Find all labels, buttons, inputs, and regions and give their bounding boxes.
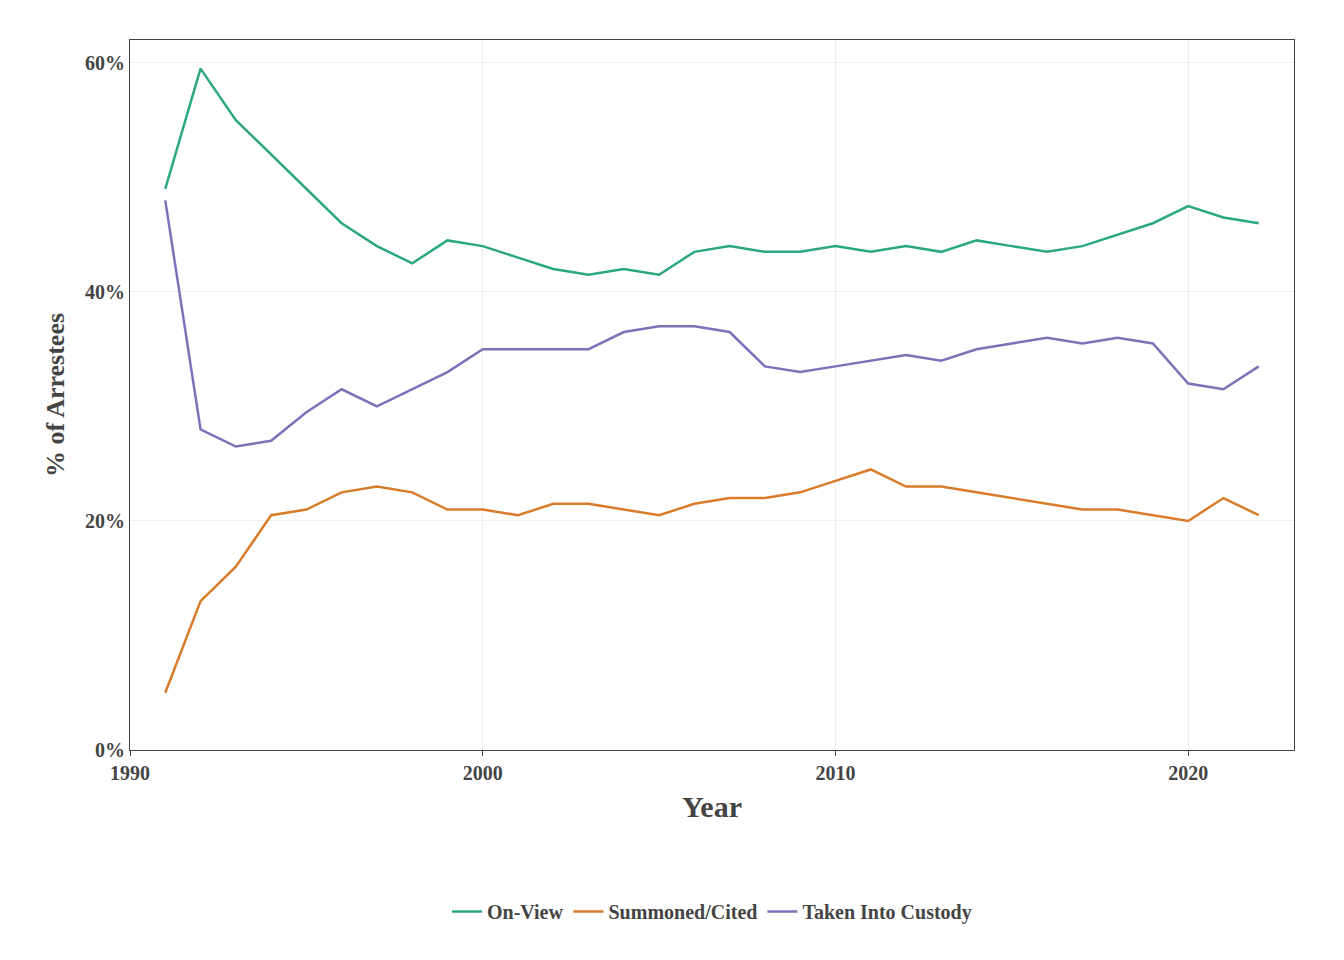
svg-text:Year: Year xyxy=(682,790,742,823)
svg-text:20%: 20% xyxy=(85,510,125,532)
svg-text:2000: 2000 xyxy=(463,762,503,784)
svg-text:0%: 0% xyxy=(95,739,125,761)
svg-text:1990: 1990 xyxy=(110,762,150,784)
svg-text:On-View: On-View xyxy=(487,901,563,923)
svg-text:60%: 60% xyxy=(85,52,125,74)
svg-text:% of Arrestees: % of Arrestees xyxy=(41,313,70,477)
svg-text:2010: 2010 xyxy=(815,762,855,784)
svg-text:2020: 2020 xyxy=(1168,762,1208,784)
svg-text:40%: 40% xyxy=(85,281,125,303)
svg-text:Taken Into Custody: Taken Into Custody xyxy=(802,901,971,924)
svg-text:Summoned/Cited: Summoned/Cited xyxy=(608,901,757,923)
